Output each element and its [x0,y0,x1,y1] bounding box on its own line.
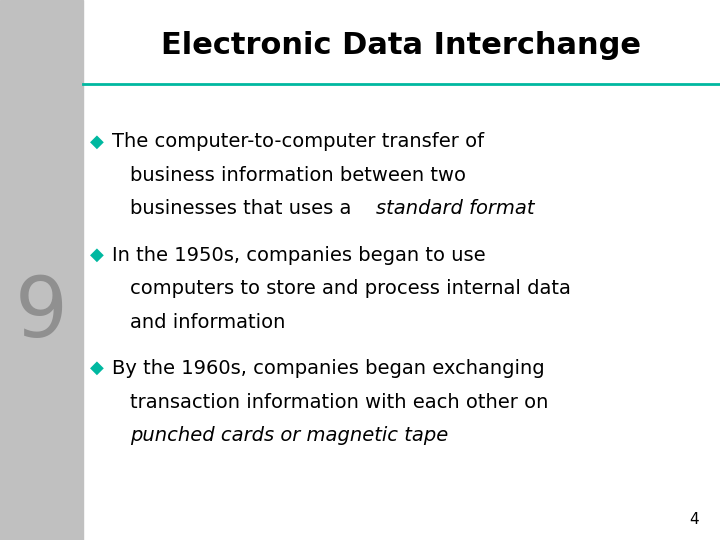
Text: business information between two: business information between two [130,166,466,185]
Text: and information: and information [130,313,285,332]
Text: ◆: ◆ [90,246,104,264]
Bar [0,0,83,540]
Text: ◆: ◆ [90,132,104,150]
Text: 9: 9 [15,273,68,354]
Text: transaction information with each other on: transaction information with each other … [130,393,548,411]
Text: Electronic Data Interchange: Electronic Data Interchange [161,31,642,60]
Text: By the 1960s, companies began exchanging: By the 1960s, companies began exchanging [112,359,544,378]
Text: standard format: standard format [376,199,534,218]
Text: In the 1950s, companies began to use: In the 1950s, companies began to use [112,246,485,265]
Text: businesses that uses a: businesses that uses a [130,199,357,218]
Text: The computer-to-computer transfer of: The computer-to-computer transfer of [112,132,484,151]
Text: punched cards or magnetic tape: punched cards or magnetic tape [130,426,448,445]
Text: ◆: ◆ [90,359,104,377]
Text: 4: 4 [689,511,698,526]
Text: computers to store and process internal data: computers to store and process internal … [130,279,570,298]
